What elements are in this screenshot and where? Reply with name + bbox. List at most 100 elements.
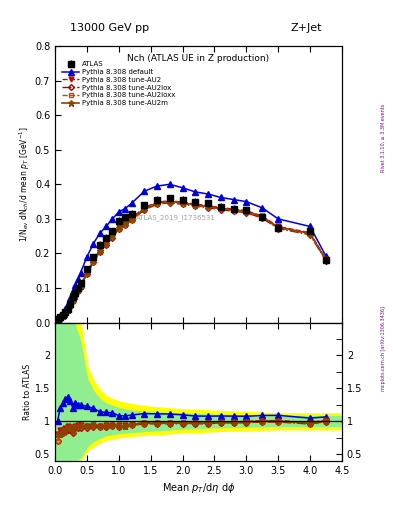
Pythia 8.308 tune-AU2m [123, 221, 127, 227]
Pythia 8.308 default [206, 191, 210, 197]
Pythia 8.308 default [58, 313, 62, 319]
Pythia 8.308 tune-AU2lox [276, 225, 281, 231]
X-axis label: Mean $p_T$/d$\eta$ d$\phi$: Mean $p_T$/d$\eta$ d$\phi$ [162, 481, 235, 495]
Pythia 8.308 tune-AU2lox [58, 315, 62, 322]
Pythia 8.308 tune-AU2lox [260, 215, 264, 221]
Pythia 8.308 default [260, 205, 264, 211]
Pythia 8.308 tune-AU2lox [78, 284, 83, 290]
Text: Z+Jet: Z+Jet [291, 23, 322, 33]
Pythia 8.308 tune-AU2lox [97, 249, 102, 255]
Y-axis label: Ratio to ATLAS: Ratio to ATLAS [23, 364, 32, 420]
Pythia 8.308 tune-AU2 [260, 213, 264, 219]
Pythia 8.308 tune-AU2lox [55, 317, 60, 323]
Pythia 8.308 tune-AU2 [231, 206, 236, 212]
Pythia 8.308 tune-AU2 [276, 223, 281, 229]
Pythia 8.308 tune-AU2lox [116, 226, 121, 232]
Pythia 8.308 tune-AU2m [63, 310, 68, 316]
Pythia 8.308 default [70, 288, 75, 294]
Pythia 8.308 default [84, 254, 89, 260]
Pythia 8.308 tune-AU2loxx [308, 231, 312, 237]
Pythia 8.308 tune-AU2m [91, 258, 95, 264]
Pythia 8.308 tune-AU2lox [84, 271, 89, 278]
Pythia 8.308 default [231, 197, 236, 203]
Pythia 8.308 tune-AU2lox [142, 207, 147, 213]
Pythia 8.308 tune-AU2m [75, 287, 80, 293]
Pythia 8.308 tune-AU2lox [323, 258, 328, 264]
Pythia 8.308 tune-AU2 [206, 203, 210, 209]
Pythia 8.308 default [97, 230, 102, 237]
Pythia 8.308 tune-AU2m [60, 313, 65, 319]
Pythia 8.308 tune-AU2loxx [206, 204, 210, 210]
Pythia 8.308 tune-AU2 [123, 220, 127, 226]
Pythia 8.308 default [244, 199, 249, 205]
Pythia 8.308 tune-AU2m [323, 257, 328, 263]
Pythia 8.308 default [219, 195, 223, 201]
Pythia 8.308 tune-AU2m [68, 302, 73, 308]
Line: Pythia 8.308 tune-AU2m: Pythia 8.308 tune-AU2m [55, 198, 329, 323]
Pythia 8.308 tune-AU2lox [68, 303, 73, 309]
Pythia 8.308 tune-AU2m [104, 241, 108, 247]
Pythia 8.308 tune-AU2 [70, 297, 75, 303]
Pythia 8.308 tune-AU2 [129, 215, 134, 221]
Pythia 8.308 tune-AU2 [244, 207, 249, 214]
Text: ATLAS_2019_I1736531: ATLAS_2019_I1736531 [136, 214, 215, 221]
Pythia 8.308 default [110, 216, 115, 222]
Pythia 8.308 tune-AU2lox [155, 201, 160, 207]
Pythia 8.308 tune-AU2 [75, 287, 80, 293]
Pythia 8.308 tune-AU2loxx [276, 225, 281, 231]
Pythia 8.308 tune-AU2loxx [129, 217, 134, 223]
Pythia 8.308 tune-AU2 [116, 224, 121, 230]
Pythia 8.308 tune-AU2m [193, 202, 198, 208]
Pythia 8.308 default [73, 282, 78, 288]
Pythia 8.308 tune-AU2 [78, 282, 83, 288]
Pythia 8.308 tune-AU2loxx [63, 310, 68, 316]
Pythia 8.308 tune-AU2 [193, 201, 198, 207]
Pythia 8.308 tune-AU2m [142, 205, 147, 211]
Pythia 8.308 tune-AU2loxx [323, 257, 328, 263]
Pythia 8.308 tune-AU2lox [104, 242, 108, 248]
Pythia 8.308 tune-AU2 [65, 307, 70, 313]
Pythia 8.308 default [308, 223, 312, 229]
Pythia 8.308 tune-AU2m [231, 207, 236, 213]
Pythia 8.308 tune-AU2loxx [104, 241, 108, 247]
Text: mcplots.cern.ch [arXiv:1306.3436]: mcplots.cern.ch [arXiv:1306.3436] [381, 306, 386, 391]
Pythia 8.308 tune-AU2lox [206, 205, 210, 211]
Line: Pythia 8.308 tune-AU2lox: Pythia 8.308 tune-AU2lox [55, 201, 328, 322]
Pythia 8.308 default [323, 253, 328, 259]
Pythia 8.308 default [104, 223, 108, 229]
Pythia 8.308 default [55, 316, 60, 322]
Pythia 8.308 tune-AU2m [260, 214, 264, 220]
Pythia 8.308 tune-AU2 [142, 204, 147, 210]
Pythia 8.308 tune-AU2m [308, 230, 312, 237]
Pythia 8.308 tune-AU2lox [73, 293, 78, 300]
Pythia 8.308 tune-AU2 [60, 313, 65, 319]
Pythia 8.308 default [142, 188, 147, 194]
Pythia 8.308 tune-AU2loxx [193, 202, 198, 208]
Pythia 8.308 tune-AU2 [68, 302, 73, 308]
Pythia 8.308 default [78, 270, 83, 276]
Y-axis label: 1/N$_{ev}$ dN$_{ch}$/d mean $p_T$ [GeV$^{-1}$]: 1/N$_{ev}$ dN$_{ch}$/d mean $p_T$ [GeV$^… [18, 126, 32, 242]
Pythia 8.308 default [68, 294, 73, 301]
Pythia 8.308 tune-AU2 [155, 199, 160, 205]
Pythia 8.308 tune-AU2loxx [55, 317, 60, 323]
Pythia 8.308 tune-AU2 [308, 229, 312, 236]
Pythia 8.308 tune-AU2m [78, 283, 83, 289]
Line: Pythia 8.308 default: Pythia 8.308 default [55, 182, 329, 322]
Pythia 8.308 tune-AU2 [91, 258, 95, 264]
Pythia 8.308 default [193, 189, 198, 195]
Pythia 8.308 tune-AU2lox [63, 311, 68, 317]
Line: Pythia 8.308 tune-AU2loxx: Pythia 8.308 tune-AU2loxx [55, 200, 329, 323]
Pythia 8.308 default [91, 241, 95, 247]
Pythia 8.308 tune-AU2m [58, 315, 62, 322]
Line: Pythia 8.308 tune-AU2: Pythia 8.308 tune-AU2 [55, 198, 329, 322]
Pythia 8.308 tune-AU2m [129, 216, 134, 222]
Pythia 8.308 tune-AU2 [63, 310, 68, 316]
Pythia 8.308 tune-AU2loxx [78, 283, 83, 289]
Pythia 8.308 tune-AU2lox [193, 203, 198, 209]
Text: Nch (ATLAS UE in Z production): Nch (ATLAS UE in Z production) [127, 54, 270, 63]
Pythia 8.308 tune-AU2loxx [231, 207, 236, 214]
Text: 13000 GeV pp: 13000 GeV pp [70, 23, 150, 33]
Pythia 8.308 tune-AU2 [180, 199, 185, 205]
Pythia 8.308 tune-AU2loxx [142, 206, 147, 212]
Pythia 8.308 tune-AU2 [167, 198, 172, 204]
